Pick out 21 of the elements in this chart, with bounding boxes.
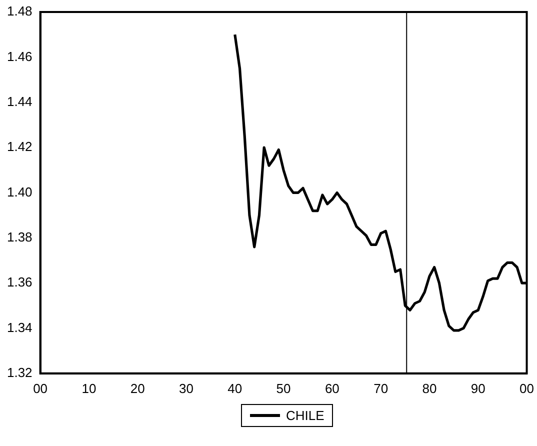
x-tick-label: 80: [422, 380, 437, 396]
x-tick-label: 20: [130, 380, 145, 396]
y-tick-label: 1.38: [6, 229, 32, 244]
y-tick-label: 1.32: [6, 364, 32, 380]
x-tick-label: 90: [470, 380, 486, 396]
y-tick-label: 1.40: [6, 184, 32, 200]
x-tick-label: 40: [228, 380, 242, 396]
x-tick-label: 00: [33, 380, 48, 396]
y-tick-label: 1.34: [6, 320, 32, 335]
x-tick-label: 60: [324, 380, 340, 396]
x-tick-label: 70: [374, 380, 388, 396]
y-tick-label: 1.46: [6, 48, 32, 64]
x-tick-label: 30: [179, 380, 194, 396]
y-tick-label: 1.36: [6, 274, 32, 290]
y-tick-label: 1.44: [6, 94, 32, 109]
y-tick-label: 1.42: [6, 139, 32, 154]
x-tick-label: 50: [276, 380, 291, 396]
x-tick-label: 00: [520, 380, 534, 396]
legend-label: CHILE: [286, 408, 324, 423]
x-tick-label: 10: [82, 380, 96, 396]
y-tick-label: 1.48: [6, 4, 32, 19]
